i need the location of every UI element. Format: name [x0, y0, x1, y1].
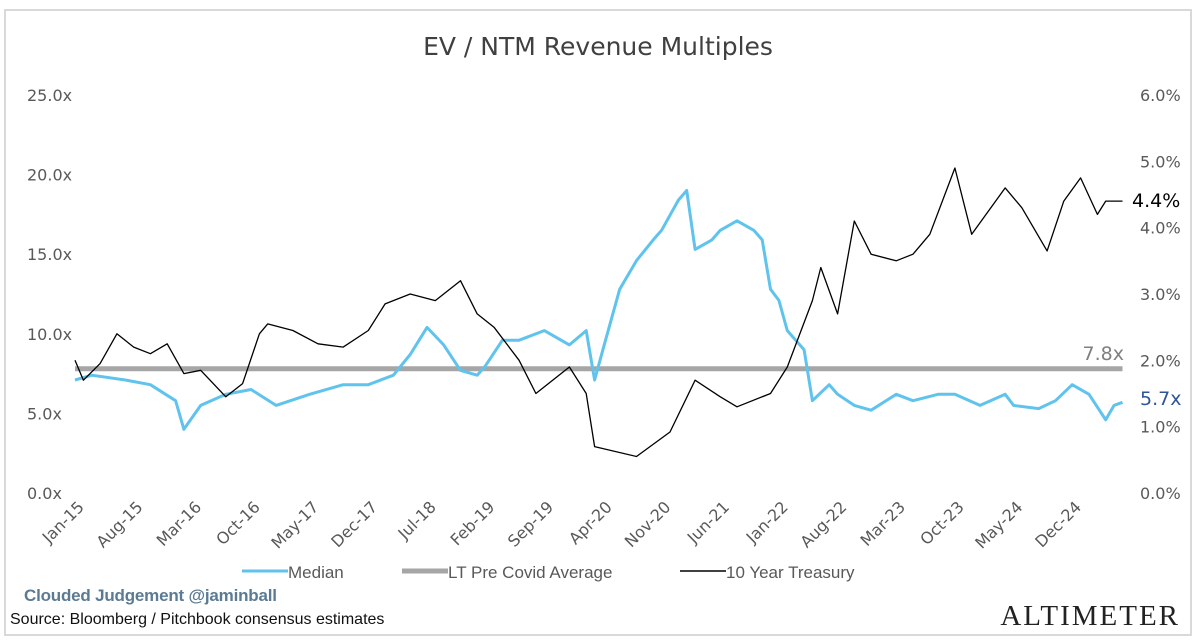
x-tick-label: Dec-24 — [1031, 497, 1085, 551]
x-tick-label: Mar-16 — [153, 497, 206, 550]
legend-label: Median — [288, 563, 344, 582]
right-tick-label: 4.0% — [1140, 219, 1181, 238]
x-tick-label: Oct-16 — [212, 497, 263, 548]
x-tick-label: Jan-15 — [38, 497, 88, 547]
x-tick-label: Jan-22 — [742, 497, 792, 547]
x-tick-label: Nov-20 — [621, 497, 675, 551]
left-tick-label: 0.0x — [27, 484, 62, 503]
right-tick-label: 2.0% — [1140, 351, 1181, 370]
legend-label: LT Pre Covid Average — [448, 563, 612, 582]
chart-frame — [4, 9, 1192, 636]
x-tick-label: Jul-18 — [394, 497, 440, 543]
right-tick-label: 1.0% — [1140, 418, 1181, 437]
end-label: 4.4% — [1132, 190, 1180, 212]
left-tick-label: 10.0x — [27, 325, 72, 344]
source-text: Source: Bloomberg / Pitchbook consensus … — [10, 611, 385, 628]
x-tick-label: Feb-19 — [446, 497, 498, 549]
plot-area — [74, 167, 1124, 458]
x-tick-label: Apr-20 — [565, 497, 616, 548]
x-tick-label: May-17 — [267, 497, 322, 552]
left-tick-label: 25.0x — [27, 86, 72, 105]
x-tick-label: Jun-21 — [683, 497, 733, 547]
series-line-10-year-treasury — [74, 167, 1123, 458]
left-tick-label: 5.0x — [27, 404, 62, 423]
end-label: 5.7x — [1140, 388, 1181, 410]
legend: Median LT Pre Covid Average 10 Year Treasu… — [242, 563, 855, 582]
right-tick-label: 3.0% — [1140, 285, 1181, 304]
x-tick-label: Sep-19 — [504, 497, 557, 550]
x-tick-label: Oct-23 — [916, 497, 967, 548]
x-axis: Jan-15 Aug-15 Mar-16 Oct-16 May-17 Dec-17 Jul-… — [38, 497, 1085, 552]
right-tick-label: 5.0% — [1140, 152, 1181, 171]
left-tick-label: 15.0x — [27, 245, 72, 264]
right-tick-label: 6.0% — [1140, 86, 1181, 105]
x-tick-label: Dec-17 — [327, 497, 381, 551]
legend-label: 10 Year Treasury — [726, 563, 855, 582]
end-labels: 4.4% 7.8x 5.7x — [1083, 190, 1182, 410]
x-tick-label: May-24 — [971, 497, 1026, 552]
x-tick-label: Aug-15 — [92, 497, 146, 551]
chart-title: EV / NTM Revenue Multiples — [423, 32, 773, 61]
right-axis: 0.0% 1.0% 2.0% 3.0% 4.0% 5.0% 6.0% — [1140, 86, 1181, 503]
series-line-median — [74, 189, 1124, 431]
end-label: 7.8x — [1083, 343, 1124, 365]
right-tick-label: 0.0% — [1140, 484, 1181, 503]
altimeter-logo: ALTIMETER — [1000, 600, 1180, 632]
x-tick-label: Mar-23 — [857, 497, 910, 550]
left-tick-label: 20.0x — [27, 166, 72, 185]
credit-text: Clouded Judgement @jaminball — [24, 586, 277, 605]
left-axis: 0.0x 5.0x 10.0x 15.0x 20.0x 25.0x — [27, 86, 72, 503]
x-tick-label: Aug-22 — [796, 497, 850, 551]
